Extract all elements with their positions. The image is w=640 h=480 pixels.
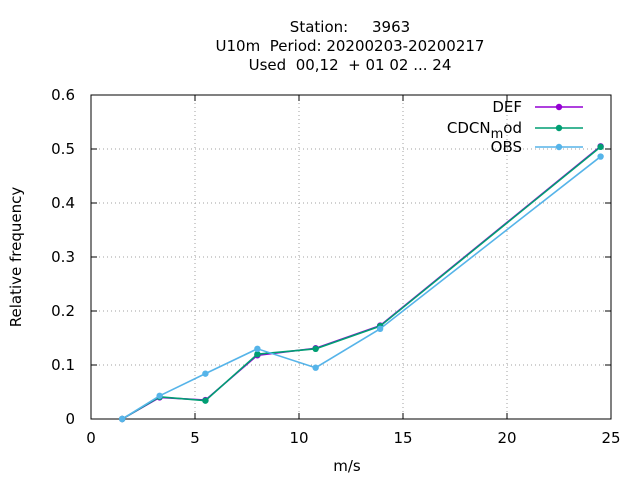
data-point [202,370,209,377]
data-point [597,143,604,151]
data-point [254,351,261,358]
legend-entry: CDCNmod [447,119,583,142]
legend-entry: DEF [492,98,583,116]
chart-title-line: Station: 3963 [290,18,410,36]
legend-label: DEF [492,98,522,116]
x-tick-label: 0 [86,429,96,447]
data-point [376,325,384,333]
y-tick-label: 0.1 [51,356,75,374]
chart-title-line: U10m Period: 20200203-20200217 [216,37,485,55]
x-axis-label: m/s [333,457,361,475]
legend-swatch-point [555,103,563,111]
data-point [202,397,209,404]
chart-title-line: Used 00,12 + 01 02 ... 24 [249,56,452,74]
y-tick-label: 0.6 [51,86,75,104]
series-line [121,145,602,420]
data-point [312,345,319,352]
legend-label: CDCNmod [447,119,522,142]
legend-swatch-point [555,143,563,151]
legend-swatch-point [555,124,563,132]
y-tick-label: 0 [65,410,75,428]
series-line [121,146,602,420]
y-tick-label: 0.5 [51,140,75,158]
series-line [121,155,602,420]
y-tick-label: 0.3 [51,248,75,266]
legend-label: OBS [491,138,522,156]
data-point [119,415,126,423]
legend-entry: OBS [491,138,583,156]
data-point [156,392,163,399]
x-tick-label: 20 [497,429,516,447]
x-tick-label: 5 [190,429,200,447]
x-tick-label: 10 [289,429,308,447]
data-point [597,153,604,160]
y-tick-label: 0.2 [51,302,75,320]
x-tick-label: 25 [601,429,620,447]
y-tick-label: 0.4 [51,194,75,212]
data-point [312,364,319,371]
x-tick-label: 15 [393,429,412,447]
y-axis-label: Relative frequency [7,187,25,328]
data-point [254,345,261,352]
